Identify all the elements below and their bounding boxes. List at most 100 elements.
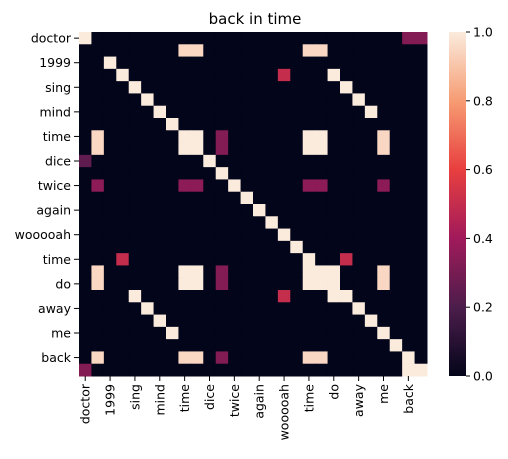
heatmap-cell <box>103 314 117 328</box>
heatmap-cell <box>265 32 279 45</box>
heatmap-cell <box>116 105 130 119</box>
heatmap-cell <box>364 32 378 45</box>
heatmap-cell <box>352 204 366 217</box>
heatmap-cell <box>265 179 279 193</box>
heatmap-cell <box>302 290 316 303</box>
heatmap-cell <box>302 363 316 377</box>
heatmap-cell <box>414 130 428 144</box>
heatmap-cell <box>340 93 353 107</box>
heatmap-cell <box>327 179 341 193</box>
heatmap-cell <box>253 105 266 119</box>
heatmap-cell <box>364 228 378 242</box>
heatmap-cell <box>364 326 378 340</box>
heatmap-cell <box>215 363 229 377</box>
heatmap-cell <box>315 302 329 316</box>
heatmap-cell <box>203 118 217 131</box>
heatmap-cell <box>352 105 366 119</box>
heatmap-cell <box>166 240 179 254</box>
heatmap-cell <box>203 32 217 45</box>
heatmap-cell <box>402 204 416 217</box>
heatmap-cell <box>103 253 117 266</box>
heatmap-cell <box>203 363 217 377</box>
heatmap-cell <box>116 326 130 340</box>
heatmap-cell <box>340 363 353 377</box>
heatmap-cell <box>153 130 167 144</box>
heatmap-cell <box>166 142 179 156</box>
heatmap-cell <box>228 130 242 144</box>
heatmap-cell <box>240 154 254 168</box>
heatmap-cell <box>340 167 353 180</box>
heatmap-cell <box>277 56 291 70</box>
heatmap-cell <box>190 118 204 131</box>
heatmap-cell <box>327 339 341 352</box>
heatmap-cell <box>340 105 353 119</box>
heatmap-cell <box>203 142 217 156</box>
heatmap-cell <box>315 191 329 205</box>
heatmap-cell <box>153 154 167 168</box>
heatmap-cell <box>290 253 304 266</box>
heatmap-cell <box>116 290 130 303</box>
heatmap-cell <box>116 93 130 107</box>
heatmap-cell <box>153 314 167 328</box>
heatmap-cell <box>414 118 428 131</box>
heatmap-cell <box>103 179 117 193</box>
heatmap-cell <box>290 32 304 45</box>
heatmap-cell <box>364 154 378 168</box>
heatmap-cell <box>265 314 279 328</box>
heatmap-cell <box>389 326 403 340</box>
heatmap-cell <box>190 204 204 217</box>
heatmap-cell <box>302 265 316 279</box>
heatmap-cell <box>166 228 179 242</box>
y-tick-label: time <box>43 129 72 144</box>
heatmap-cell <box>290 154 304 168</box>
heatmap-cell <box>377 130 391 144</box>
heatmap-cell <box>364 142 378 156</box>
heatmap-cell <box>402 265 416 279</box>
heatmap-cell <box>215 118 229 131</box>
heatmap-cell <box>203 253 217 266</box>
heatmap-cell <box>327 216 341 230</box>
heatmap-cell <box>128 351 142 365</box>
heatmap-cell <box>203 265 217 279</box>
heatmap-cell <box>178 93 192 107</box>
heatmap-cell <box>389 32 403 45</box>
heatmap-cell <box>141 179 155 193</box>
heatmap-cell <box>352 81 366 94</box>
heatmap-cell <box>153 363 167 377</box>
heatmap-cell <box>178 326 192 340</box>
heatmap-cell <box>377 167 391 180</box>
heatmap-cell <box>228 265 242 279</box>
heatmap-cell <box>79 290 92 303</box>
heatmap-cell <box>414 105 428 119</box>
heatmap-cell <box>414 44 428 58</box>
heatmap-cell <box>166 339 179 352</box>
heatmap-cell <box>215 105 229 119</box>
heatmap-cell <box>215 216 229 230</box>
y-tick-label: dice <box>45 154 71 169</box>
heatmap-cell <box>178 204 192 217</box>
y-axis: doctor 1999 sing mind time dice twice again wooo… <box>15 31 79 365</box>
x-tick-label: me <box>376 384 391 404</box>
heatmap-cell <box>315 326 329 340</box>
heatmap-cell <box>352 191 366 205</box>
heatmap-cell <box>141 204 155 217</box>
heatmap-cell <box>153 118 167 131</box>
heatmap-cell <box>190 351 204 365</box>
heatmap-cell <box>389 167 403 180</box>
heatmap-cell <box>178 56 192 70</box>
heatmap-cell <box>240 265 254 279</box>
heatmap-cell <box>116 351 130 365</box>
x-tick-label: away <box>351 383 366 417</box>
heatmap-cell <box>240 68 254 82</box>
heatmap-cell <box>352 179 366 193</box>
heatmap-cell <box>228 93 242 107</box>
heatmap-cell <box>315 68 329 82</box>
heatmap-cell <box>327 56 341 70</box>
heatmap-cell <box>190 302 204 316</box>
heatmap-cell <box>414 56 428 70</box>
heatmap-cell <box>178 277 192 291</box>
heatmap-cell <box>389 290 403 303</box>
heatmap-cell <box>190 314 204 328</box>
heatmap-cell <box>253 216 266 230</box>
heatmap-cell <box>79 302 92 316</box>
